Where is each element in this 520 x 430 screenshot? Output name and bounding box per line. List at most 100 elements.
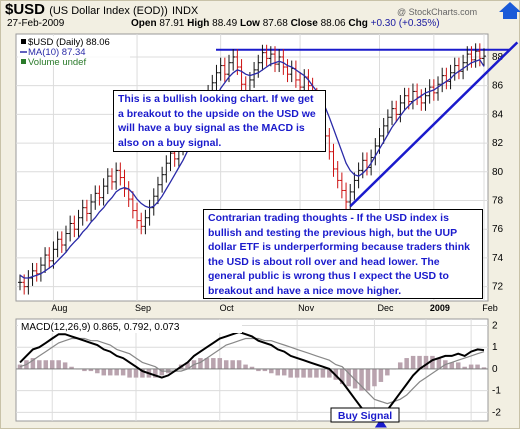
macd-histogram-bar: [127, 368, 132, 378]
macd-histogram-bar: [88, 368, 94, 372]
macd-histogram-bar: [249, 366, 255, 369]
high-value: 88.49: [212, 18, 238, 29]
macd-histogram-bar: [307, 368, 313, 378]
macd-histogram-bar: [120, 368, 126, 376]
macd-histogram-bar: [269, 368, 274, 374]
macd-histogram-bar: [301, 368, 306, 378]
price-tick-label: 84: [492, 109, 504, 120]
price-tick-label: 86: [492, 81, 504, 92]
contrarian-annotation: Contrarian trading thoughts - If the USD…: [203, 209, 483, 299]
macd-histogram-bar: [320, 368, 326, 378]
macd-histogram-bar: [159, 368, 165, 376]
macd-histogram-bar: [468, 364, 474, 369]
legend-volume-swatch: [21, 59, 26, 64]
macd-histogram-bar: [30, 358, 36, 369]
macd-tick-label: 0: [492, 364, 498, 375]
chart-title: $USD (US Dollar Index (EOD)) INDX: [5, 1, 198, 18]
legend-box: [18, 36, 130, 66]
price-tick-label: 80: [492, 167, 504, 178]
macd-histogram-bar: [475, 364, 480, 369]
legend-price: $USD (Daily) 88.06: [28, 37, 110, 48]
macd-histogram-bar: [185, 362, 190, 369]
macd-histogram-bar: [95, 368, 100, 374]
macd-histogram-bar: [327, 368, 332, 378]
quote-date: 27-Feb-2009: [7, 18, 65, 29]
macd-histogram-bar: [82, 368, 87, 372]
close-value: 88.06: [320, 18, 346, 29]
price-tick-label: 74: [492, 253, 504, 264]
macd-histogram-bar: [352, 368, 358, 389]
macd-histogram-bar: [365, 368, 371, 391]
open-label: Open: [131, 18, 157, 29]
macd-histogram-bar: [133, 368, 139, 378]
macd-histogram-bar: [449, 362, 455, 369]
open-value: 87.91: [159, 18, 185, 29]
macd-histogram-bar: [37, 360, 42, 369]
macd-histogram-bar: [217, 358, 223, 369]
price-tick-label: 76: [492, 224, 504, 235]
macd-histogram-bar: [107, 368, 113, 376]
macd-histogram-bar: [230, 360, 235, 369]
macd-histogram-bar: [153, 368, 158, 378]
macd-histogram-bar: [49, 360, 55, 369]
price-month-label: 2009: [430, 303, 450, 313]
price-month-label: Feb: [482, 303, 498, 313]
macd-histogram-bar: [101, 368, 107, 376]
macd-signal-line: [19, 337, 485, 405]
macd-histogram-bar: [288, 368, 293, 378]
macd-histogram-bar: [256, 368, 261, 372]
macd-histogram-bar: [314, 368, 319, 378]
watermark: @ StockCharts.com: [397, 7, 478, 17]
macd-histogram-bar: [43, 360, 49, 369]
macd-tick-label: -2: [492, 407, 501, 418]
overlay-layer: Buy Signal: [330, 2, 520, 423]
legend-price-swatch: [21, 39, 26, 44]
price-month-label: Dec: [377, 303, 394, 313]
trendline: [349, 41, 519, 208]
macd-histogram-bar: [436, 358, 442, 369]
macd-histogram-bar: [455, 362, 461, 369]
buy-signal-box: [330, 407, 400, 423]
macd-histogram-bar: [262, 368, 268, 372]
macd-histogram-bar: [378, 368, 384, 382]
macd-histogram-bar: [17, 364, 23, 369]
price-tick-label: 78: [492, 196, 504, 207]
symbol: $USD: [5, 1, 46, 18]
macd-histogram-bar: [417, 355, 422, 369]
ohlc-summary: Open 87.91 High 88.49 Low 87.68 Close 88…: [131, 18, 440, 29]
macd-tick-label: 2: [492, 321, 498, 332]
ma-line: [19, 59, 485, 279]
macd-histogram-bar: [385, 368, 390, 376]
high-label: High: [187, 18, 210, 29]
macd-histogram-bar: [372, 368, 377, 387]
macd-tick-label: -1: [492, 386, 501, 397]
chg-label: Chg: [348, 18, 368, 29]
macd-histogram-bar: [430, 355, 435, 369]
macd-histogram-bar: [62, 362, 68, 369]
macd-histogram-bar: [410, 355, 416, 369]
macd-histogram-bar: [114, 368, 119, 376]
macd-histogram-bar: [481, 367, 487, 369]
macd-histogram-bar: [204, 358, 210, 369]
macd-tick-label: 1: [492, 342, 498, 353]
macd-panel: -2 -1 0 1 2 MACD(12,26,9) 0.865, 0.792, 0.073: [15, 318, 501, 428]
macd-histogram-bar: [243, 364, 248, 369]
low-label: Low: [239, 18, 260, 29]
price-month-label: Nov: [298, 303, 315, 313]
buy-signal-label: Buy Signal: [338, 410, 392, 422]
macd-line: [19, 330, 485, 418]
chg-value: +0.30 (+0.35%): [370, 18, 440, 29]
macd-histogram-bar: [140, 368, 145, 378]
up-arrow-icon: [499, 2, 520, 19]
price-month-label: Oct: [220, 303, 235, 313]
price-tick-label: 82: [492, 138, 504, 149]
macd-histogram-bar: [223, 360, 229, 369]
macd-histogram-bar: [198, 358, 203, 369]
legend-volume: Volume undef: [28, 57, 86, 68]
macd-histogram-bar: [275, 368, 281, 376]
macd-histogram-bar: [56, 360, 61, 369]
price-month-label: Aug: [51, 303, 67, 313]
macd-histogram-bar: [211, 358, 216, 369]
macd-histogram-bar: [339, 368, 345, 385]
